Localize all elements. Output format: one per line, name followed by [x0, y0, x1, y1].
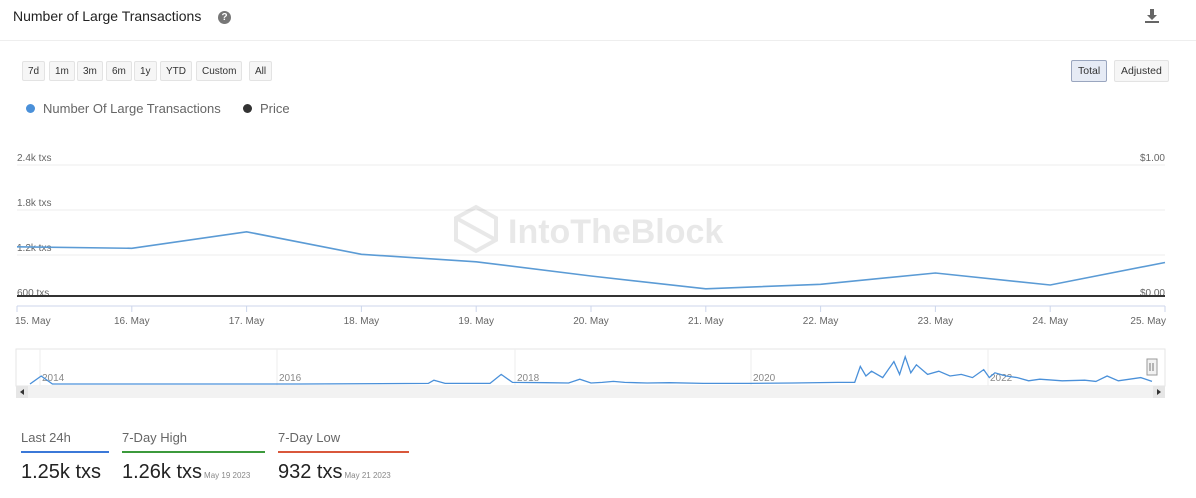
x-tick-label: 15. May	[15, 316, 51, 327]
stat-value-last-24h: 1.25k txs	[21, 461, 101, 484]
navigator-scrollbar[interactable]	[16, 386, 1165, 398]
range-7d-button[interactable]: 7d	[22, 61, 46, 81]
stat-date: May 21 2023	[344, 471, 391, 480]
series-lines	[16, 230, 1166, 297]
x-tick-label: 25. May	[1130, 316, 1166, 327]
adjusted-button[interactable]: Adjusted	[1114, 60, 1169, 82]
navigator-frame	[15, 348, 1166, 387]
stat-label: Last 24h	[21, 430, 71, 445]
y-tick-label: 1.2k txs	[17, 243, 51, 254]
left-axis: 600 txs 1.2k txs 1.8k txs 2.4k txs	[17, 153, 51, 299]
y-tick-label: 600 txs	[17, 288, 49, 299]
download-icon[interactable]	[1143, 7, 1161, 25]
legend-item-large-transactions[interactable]: Number Of Large Transactions	[26, 101, 221, 116]
stat-underline	[122, 451, 265, 453]
navigator-year-labels: 2014 2016 2018 2020 2022	[39, 349, 1013, 386]
stat-7day-high: 7-Day High	[122, 430, 265, 453]
stat-value: 1.26k txs	[122, 461, 203, 483]
y-tick-label: 1.8k txs	[17, 198, 51, 209]
y2-tick-label: $0.00	[1140, 288, 1165, 299]
right-axis: $0.00 $1.00	[1140, 153, 1165, 299]
legend-dot-icon	[26, 104, 35, 113]
x-tick-label: 21. May	[688, 316, 724, 327]
legend-item-price[interactable]: Price	[243, 101, 290, 116]
legend-label: Number Of Large Transactions	[43, 101, 221, 116]
navigator-year-label: 2018	[517, 373, 540, 384]
intotheblock-logo-icon	[454, 204, 498, 254]
x-tick-label: 23. May	[918, 316, 954, 327]
x-tick-label: 19. May	[458, 316, 494, 327]
legend-dot-icon	[243, 104, 252, 113]
scroll-right-icon	[1157, 389, 1161, 395]
x-tick-label: 22. May	[803, 316, 839, 327]
range-6m-button[interactable]: 6m	[106, 61, 132, 81]
scroll-left-icon	[20, 389, 24, 395]
stat-underline	[278, 451, 409, 453]
stat-value-7day-low: 932 txs May 21 2023	[278, 461, 391, 484]
y-tick-label: 2.4k txs	[17, 153, 51, 164]
range-1m-button[interactable]: 1m	[49, 61, 75, 81]
header: Number of Large Transactions ?	[0, 0, 1196, 41]
x-tick-label: 16. May	[114, 316, 150, 327]
stat-value-7day-high: 1.26k txs May 19 2023	[122, 461, 250, 484]
stat-underline	[21, 451, 109, 453]
x-tick-label: 24. May	[1032, 316, 1068, 327]
total-button[interactable]: Total	[1071, 60, 1108, 82]
watermark-text: IntoTheBlock	[508, 213, 723, 251]
watermark: IntoTheBlock	[454, 204, 723, 254]
x-tick-label: 17. May	[229, 316, 265, 327]
stat-value: 1.25k txs	[21, 461, 102, 483]
range-all-button[interactable]: All	[249, 61, 273, 81]
page-title: Number of Large Transactions	[13, 8, 202, 24]
stat-label: 7-Day Low	[278, 430, 341, 445]
stat-label: 7-Day High	[122, 430, 188, 445]
navigator-year-label: 2022	[990, 373, 1013, 384]
stat-last-24h: Last 24h	[21, 430, 109, 453]
stat-value: 932 txs	[278, 461, 343, 483]
x-tick-label: 18. May	[344, 316, 380, 327]
stat-7day-low: 7-Day Low	[278, 430, 409, 453]
y2-tick-label: $1.00	[1140, 153, 1165, 164]
grid-lines	[17, 164, 1165, 256]
range-1y-button[interactable]: 1y	[134, 61, 157, 81]
question-icon[interactable]: ?	[218, 11, 231, 24]
range-ytd-button[interactable]: YTD	[160, 61, 192, 81]
navigator[interactable]: 2014 2016 2018 2020 2022	[0, 345, 1196, 405]
navigator-year-label: 2016	[279, 373, 302, 384]
stat-date: May 19 2023	[204, 471, 251, 480]
range-custom-button[interactable]: Custom	[196, 61, 243, 81]
navigator-handle-icon[interactable]	[1146, 358, 1158, 376]
x-tick-label: 20. May	[573, 316, 609, 327]
navigator-series	[29, 354, 1153, 385]
range-3m-button[interactable]: 3m	[77, 61, 103, 81]
legend-label: Price	[260, 101, 290, 116]
main-chart[interactable]: IntoTheBlock 600 txs 1.2k txs 1.8k txs 2.4k…	[0, 0, 1196, 345]
x-axis: 15. May 16. May 17. May 18. May 19. May 20. M…	[15, 305, 1166, 327]
navigator-year-label: 2014	[42, 373, 65, 384]
navigator-year-label: 2020	[753, 373, 776, 384]
